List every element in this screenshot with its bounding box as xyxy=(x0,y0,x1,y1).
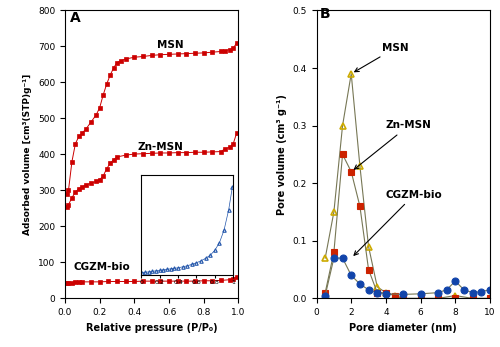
Text: MSN: MSN xyxy=(157,40,184,50)
Text: Zn-MSN: Zn-MSN xyxy=(138,142,184,152)
X-axis label: Pore diameter (nm): Pore diameter (nm) xyxy=(350,323,457,333)
X-axis label: Relative pressure (P/P₀): Relative pressure (P/P₀) xyxy=(86,323,218,333)
Y-axis label: Pore volume (cm³ g⁻¹): Pore volume (cm³ g⁻¹) xyxy=(277,94,287,215)
Text: CGZM-bio: CGZM-bio xyxy=(74,262,130,272)
Text: B: B xyxy=(320,7,330,21)
Text: CGZM-bio: CGZM-bio xyxy=(354,189,442,255)
Text: A: A xyxy=(70,11,81,25)
Text: Zn-MSN: Zn-MSN xyxy=(354,120,432,169)
Text: MSN: MSN xyxy=(354,43,409,72)
Y-axis label: Adsorbed volume [cm³(STP)g⁻¹]: Adsorbed volume [cm³(STP)g⁻¹] xyxy=(24,74,32,235)
